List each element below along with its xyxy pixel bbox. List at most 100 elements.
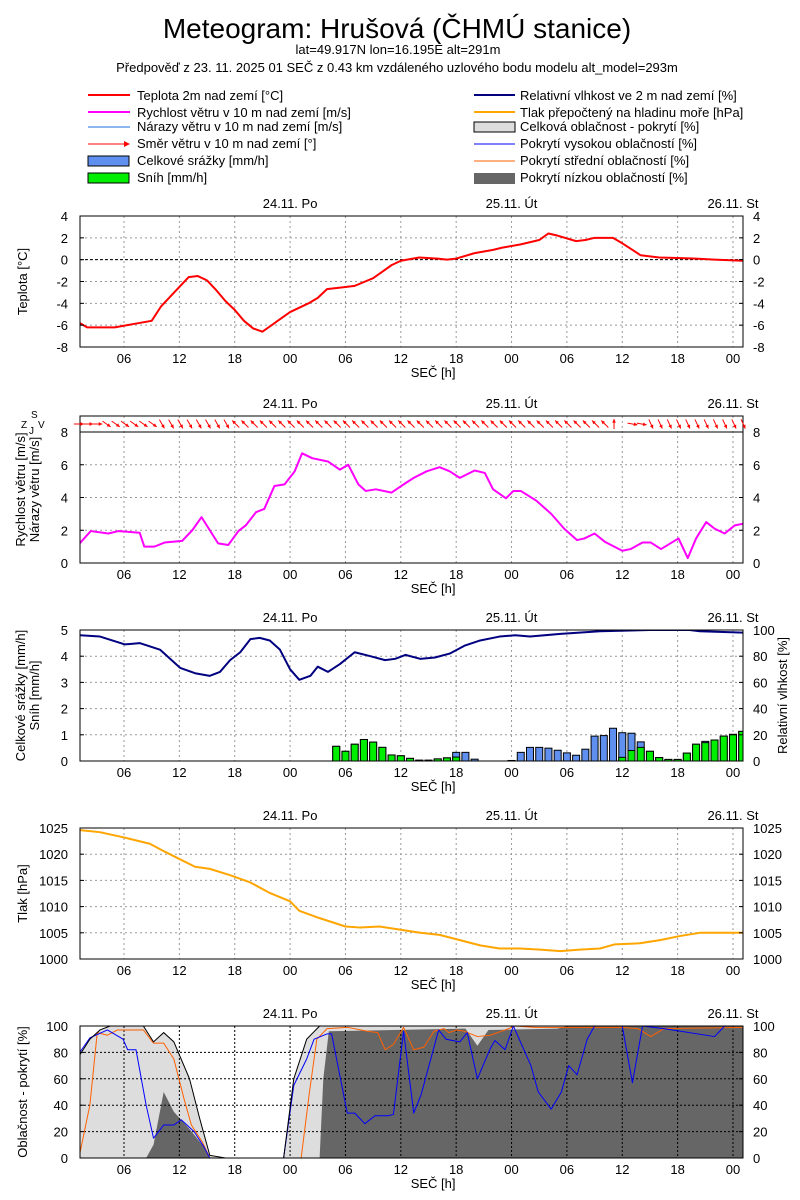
- precip-bar: [618, 732, 627, 761]
- x-tick-label: 06: [338, 567, 352, 582]
- arrow-head: [232, 420, 236, 425]
- x-tick-label: 00: [283, 351, 297, 366]
- y-tick-label: 1025: [39, 821, 68, 836]
- y2-tick-label: 0: [753, 556, 760, 571]
- date-label: 26.11. St: [707, 196, 758, 211]
- arrow-head: [407, 420, 412, 425]
- wind-arrow-icon: [462, 420, 471, 428]
- x-tick-label: 18: [449, 567, 463, 582]
- arrow-head: [134, 423, 139, 427]
- arrow-head: [472, 420, 476, 425]
- y2-tick-label: 2: [753, 231, 760, 246]
- date-label: 24.11. Po: [263, 610, 318, 625]
- legend-label: Pokrytí nízkou oblačností [%]: [520, 170, 688, 185]
- x-tick-label: 12: [394, 567, 408, 582]
- x-tick-label: 00: [726, 963, 740, 978]
- wind-arrow-icon: [490, 420, 498, 428]
- snow-bar: [442, 757, 451, 761]
- wind-arrow-icon: [305, 420, 314, 428]
- x-tick-label: 06: [117, 567, 131, 582]
- arrow-head: [89, 422, 94, 426]
- wind-arrow-icon: [527, 420, 535, 428]
- wind-arrow-icon: [205, 419, 211, 429]
- wind-arrow-icon: [612, 419, 616, 429]
- x-axis-title: SEČ [h]: [411, 581, 456, 596]
- y2-tick-label: 8: [753, 425, 760, 440]
- precip-bar: [525, 746, 534, 761]
- plot-frame: [79, 1025, 744, 1159]
- x-tick-label: 00: [726, 351, 740, 366]
- wind-arrow-icon: [287, 420, 295, 428]
- snow-bar: [332, 745, 341, 761]
- wind-arrow-icon: [296, 420, 305, 428]
- wind-arrow-icon: [582, 420, 591, 428]
- x-tick-label: 18: [670, 351, 684, 366]
- x-tick-label: 06: [117, 1162, 131, 1177]
- y2-tick-label: 4: [753, 491, 760, 506]
- x-tick-label: 12: [394, 765, 408, 780]
- snow-bar: [350, 743, 359, 761]
- x-tick-label: 18: [670, 963, 684, 978]
- x-tick-label: 18: [449, 351, 463, 366]
- legend-label: Teplota 2m nad zemí [°C]: [137, 88, 283, 103]
- y-tick-label: 6: [61, 458, 68, 473]
- legend-label: Celkové srážky [mm/h]: [137, 153, 268, 168]
- snow-bar: [406, 757, 415, 761]
- wind-arrow-icon: [168, 419, 175, 429]
- arrow-head: [342, 420, 347, 425]
- snow-bar: [618, 756, 627, 761]
- wind-arrow-icon: [324, 420, 332, 428]
- y2-tick-label: 60: [753, 1072, 767, 1087]
- arrow-head: [555, 420, 559, 425]
- series-line-pokrytí-vysokou-oblačností: [80, 1026, 743, 1158]
- arrow-head: [633, 422, 638, 427]
- x-tick-label: 00: [726, 1162, 740, 1177]
- precip-bar: [461, 751, 470, 761]
- x-tick-label: 00: [726, 567, 740, 582]
- compass-label: V: [38, 420, 45, 431]
- plot-frame: [79, 629, 744, 762]
- arrow-head: [250, 420, 255, 425]
- legend-label: Tlak přepočtený na hladinu moře [hPa]: [520, 105, 743, 120]
- x-tick-label: 06: [338, 963, 352, 978]
- precip-bar: [581, 748, 590, 761]
- arrow-head: [389, 420, 393, 425]
- y-axis-title: Teplota [°C]: [15, 248, 30, 315]
- snow-bar: [636, 746, 645, 761]
- y2-tick-label: -6: [753, 318, 765, 333]
- y2-tick-label: 4: [753, 209, 760, 224]
- y-tick-label: 100: [46, 1019, 68, 1034]
- x-tick-label: 00: [283, 963, 297, 978]
- series-line-relativní-vlhkost-ve-2-m-nad-zemí: [80, 630, 743, 681]
- wind-arrow-icon: [120, 420, 130, 428]
- arrow-head: [80, 422, 84, 426]
- wind-arrow-icon: [241, 420, 249, 428]
- wind-arrow-icon: [379, 420, 388, 428]
- y2-tick-label: 1005: [753, 926, 782, 941]
- y2-tick-label: 0: [753, 1151, 760, 1166]
- y2-tick-label: 100: [753, 623, 775, 638]
- x-tick-label: 00: [504, 963, 518, 978]
- arrow-head: [564, 420, 569, 425]
- wind-arrow-icon: [499, 420, 508, 428]
- forecast-info: Předpověď z 23. 11. 2025 01 SEČ z 0.43 k…: [116, 60, 678, 75]
- snow-bar: [452, 756, 461, 761]
- y-tick-label: 2: [61, 231, 68, 246]
- arrow-head: [723, 424, 728, 429]
- wind-arrow-icon: [740, 419, 746, 429]
- arrow-head: [573, 420, 578, 425]
- x-tick-label: 18: [227, 963, 241, 978]
- x-tick-label: 18: [670, 765, 684, 780]
- wind-arrow-icon: [195, 419, 202, 429]
- wind-arrow-icon: [177, 419, 184, 429]
- wind-arrow-icon: [186, 419, 193, 429]
- arrow-head: [259, 420, 264, 425]
- arrow-head: [370, 420, 375, 425]
- legend-label: Celková oblačnost - pokrytí [%]: [520, 119, 699, 134]
- arrow-head: [435, 420, 439, 425]
- arrow-head: [527, 420, 532, 425]
- snow-bar: [378, 746, 387, 761]
- arrow-head: [207, 424, 211, 429]
- arrow-head: [732, 424, 737, 429]
